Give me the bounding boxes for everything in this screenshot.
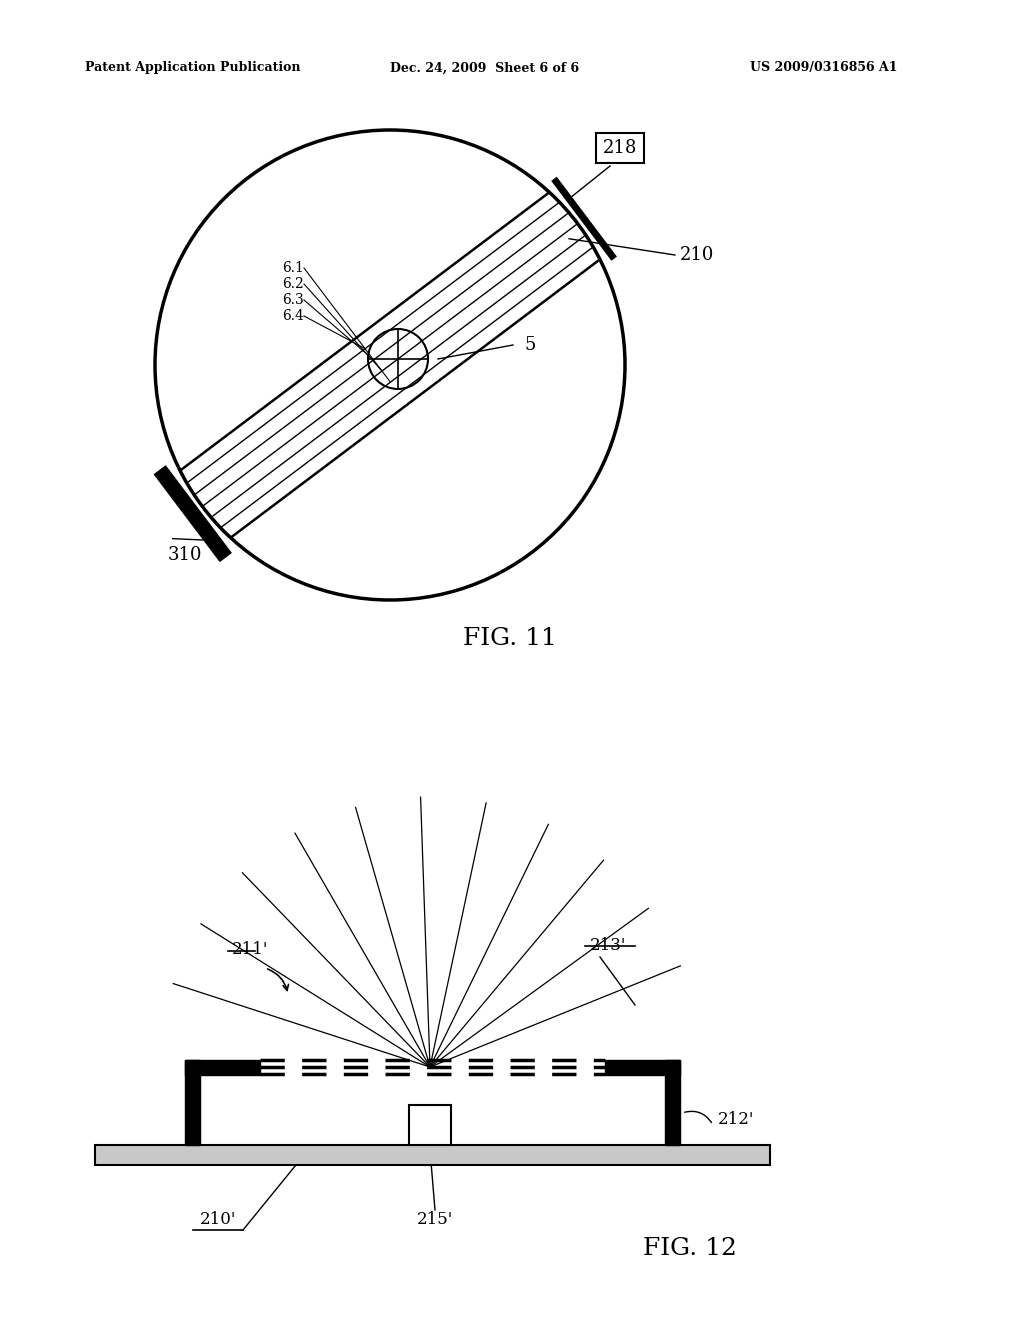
Text: 210': 210' [200, 1212, 237, 1229]
Text: 212': 212' [718, 1111, 755, 1129]
Text: 6.1: 6.1 [282, 261, 304, 275]
Text: 218: 218 [603, 139, 637, 157]
Polygon shape [665, 1060, 680, 1144]
Polygon shape [185, 1060, 260, 1074]
Text: 5: 5 [525, 337, 537, 354]
Text: 6.4: 6.4 [282, 309, 304, 323]
Text: FIG. 11: FIG. 11 [463, 627, 557, 649]
Text: 210: 210 [680, 246, 715, 264]
Polygon shape [409, 1105, 451, 1144]
Polygon shape [185, 1060, 200, 1144]
Text: Dec. 24, 2009  Sheet 6 of 6: Dec. 24, 2009 Sheet 6 of 6 [390, 62, 580, 74]
Text: 310: 310 [168, 546, 203, 564]
Polygon shape [605, 1060, 680, 1074]
Text: FIG. 12: FIG. 12 [643, 1237, 737, 1261]
Text: 6.3: 6.3 [282, 293, 304, 308]
Text: 6.2: 6.2 [282, 277, 304, 290]
Text: Patent Application Publication: Patent Application Publication [85, 62, 300, 74]
Text: 215': 215' [417, 1212, 454, 1229]
Text: 213': 213' [590, 936, 627, 953]
FancyBboxPatch shape [95, 1144, 770, 1166]
Text: US 2009/0316856 A1: US 2009/0316856 A1 [750, 62, 897, 74]
Text: 211': 211' [231, 941, 268, 958]
